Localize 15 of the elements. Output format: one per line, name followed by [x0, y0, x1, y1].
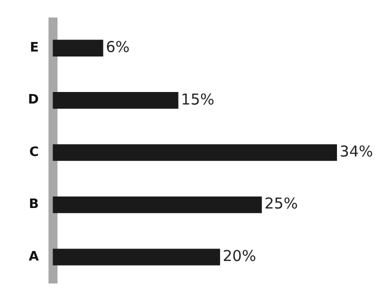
- bar: [52, 40, 104, 56]
- y-tick-label: D: [28, 92, 39, 108]
- data-label: 25%: [264, 194, 298, 213]
- bar: [52, 92, 178, 109]
- bar: [52, 196, 262, 214]
- bar: [52, 248, 220, 266]
- bar: [52, 144, 337, 161]
- y-tick-label: C: [29, 144, 39, 160]
- y-tick-label: B: [28, 197, 39, 212]
- data-label: 34%: [340, 142, 373, 160]
- y-tick-label: A: [28, 249, 39, 264]
- y-tick-label: E: [30, 40, 39, 56]
- data-label: 6%: [106, 38, 130, 56]
- data-label: 20%: [222, 246, 256, 265]
- data-label: 15%: [181, 90, 214, 108]
